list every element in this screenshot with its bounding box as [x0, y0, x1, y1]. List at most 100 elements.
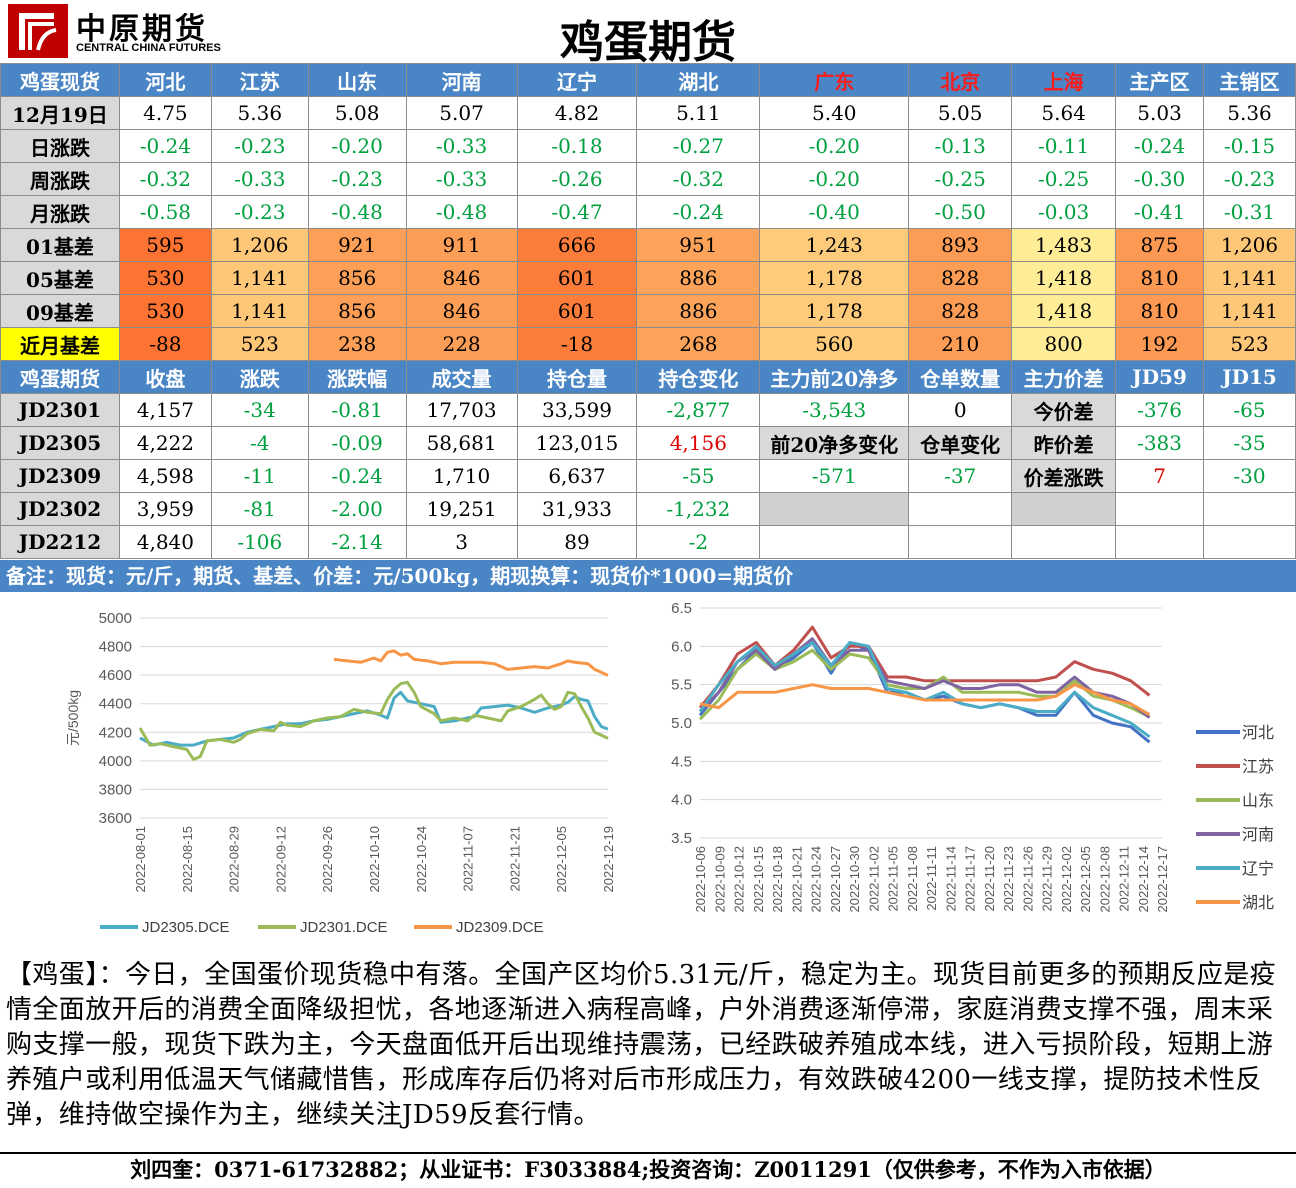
y-tick-label: 3800 — [99, 781, 132, 798]
series-line — [698, 637, 1151, 719]
contract-label: JD2309 — [0, 459, 120, 493]
jd59-value: -383 — [1115, 426, 1205, 460]
x-tick-label: 2022-12-17 — [1155, 846, 1170, 913]
warrant-change-label: 仓单变化 — [908, 426, 1013, 460]
table-cell: 5.03 — [1115, 96, 1205, 130]
table-cell: 1,206 — [1203, 228, 1296, 262]
table-cell: 4.82 — [516, 96, 638, 130]
commentary-text: 【鸡蛋】：今日，全国蛋价现货稳中有落。全国产区均价5.31元/斤，稳定为主。现货… — [6, 960, 1277, 1130]
table-cell: 1,418 — [1011, 261, 1117, 295]
y-tick-label: 4600 — [99, 667, 132, 684]
table-cell: -0.27 — [636, 129, 761, 163]
table-cell: -88 — [118, 327, 212, 361]
table-cell: -0.20 — [307, 129, 407, 163]
table-cell: -0.24 — [307, 459, 407, 493]
y-tick-label: 3600 — [99, 810, 132, 827]
table-row: 日涨跌 -0.24 -0.23 -0.20 -0.33 -0.18 -0.27 -0.20 -0… — [0, 129, 1296, 163]
table-row: 12月19日 4.75 5.36 5.08 5.07 4.82 5.11 5.40 5.05 5.… — [0, 96, 1296, 130]
net-long-change-value: -571 — [759, 459, 910, 493]
column-header: 山东 — [307, 63, 407, 97]
net-long-change-label: 前20净多变化 — [759, 426, 910, 460]
table-cell: 1,141 — [1203, 294, 1296, 328]
x-tick-label: 2022-10-15 — [751, 846, 766, 913]
x-tick-label: 2022-12-05 — [1078, 846, 1093, 913]
table-cell: 523 — [1203, 327, 1296, 361]
column-header: 鸡蛋期货 — [0, 360, 120, 394]
series-line — [333, 649, 609, 677]
table-cell: 1,141 — [210, 261, 309, 295]
table-cell: -0.18 — [516, 129, 638, 163]
table-cell: -0.13 — [908, 129, 1013, 163]
empty-cell — [759, 492, 910, 526]
column-header: 成交量 — [405, 360, 518, 394]
data-table: 鸡蛋现货 河北 江苏 山东 河南 辽宁 湖北 广东 北京 上海 主产区 主销区 12月19日 4.75 5.… — [0, 63, 1296, 559]
table-cell: -0.23 — [1203, 162, 1296, 196]
legend-label: 江苏 — [1242, 757, 1274, 776]
x-tick-label: 2022-08-29 — [227, 826, 242, 893]
table-cell: 3 — [405, 525, 518, 559]
table-cell: -106 — [210, 525, 309, 559]
column-header: 仓单数量 — [908, 360, 1013, 394]
table-cell: 5.64 — [1011, 96, 1117, 130]
table-cell: 1,178 — [759, 261, 910, 295]
table-cell: -0.20 — [759, 162, 910, 196]
contract-label: JD2302 — [0, 492, 120, 526]
table-cell: 800 — [1011, 327, 1117, 361]
table-cell: 810 — [1115, 294, 1205, 328]
y-tick-label: 6.5 — [671, 600, 692, 617]
y-tick-label: 5.5 — [671, 677, 692, 694]
x-tick-label: 2022-10-18 — [770, 846, 785, 913]
table-cell: -2.14 — [307, 525, 407, 559]
company-name-cn: 中原期货 — [76, 12, 208, 47]
table-cell: -0.25 — [908, 162, 1013, 196]
table-row: 月涨跌 -0.58 -0.23 -0.48 -0.48 -0.47 -0.24 -0.40 -0… — [0, 195, 1296, 229]
table-cell: 893 — [908, 228, 1013, 262]
empty-cell — [1011, 525, 1117, 559]
x-tick-label: 2022-11-05 — [886, 846, 901, 912]
table-cell: 123,015 — [516, 426, 638, 460]
table-row: JD2212 4,840 -106 -2.14 3 89 -2 — [0, 525, 1296, 559]
table-cell: 828 — [908, 294, 1013, 328]
table-cell: 4,156 — [636, 426, 761, 460]
table-cell: 1,710 — [405, 459, 518, 493]
table-cell: -0.81 — [307, 393, 407, 427]
table-cell: 810 — [1115, 261, 1205, 295]
legend-label: 山东 — [1242, 791, 1274, 810]
x-tick-label: 2022-10-27 — [828, 846, 843, 913]
contract-label: JD2301 — [0, 393, 120, 427]
x-tick-label: 2022-10-09 — [712, 846, 727, 913]
x-tick-label: 2022-10-24 — [809, 846, 824, 913]
x-tick-label: 2022-11-11 — [924, 846, 939, 911]
x-tick-label: 2022-12-02 — [1059, 846, 1074, 913]
table-row: JD2309 4,598 -11 -0.24 1,710 6,637 -55 -571 -37 价… — [0, 459, 1296, 493]
empty-cell — [1203, 492, 1296, 526]
table-cell: -0.31 — [1203, 195, 1296, 229]
table-cell: -2,877 — [636, 393, 761, 427]
x-tick-label: 2022-08-01 — [133, 826, 148, 893]
table-cell: -0.33 — [405, 129, 518, 163]
table-cell: -1,232 — [636, 492, 761, 526]
table-cell: -0.11 — [1011, 129, 1117, 163]
table-cell: -0.33 — [210, 162, 309, 196]
column-header: 主销区 — [1203, 63, 1296, 97]
table-cell: -0.32 — [118, 162, 212, 196]
spread-label: 价差涨跌 — [1011, 459, 1117, 493]
column-header: JD59 — [1115, 360, 1205, 394]
x-tick-label: 2022-10-30 — [847, 846, 862, 913]
jd59-value: -376 — [1115, 393, 1205, 427]
table-cell: -0.41 — [1115, 195, 1205, 229]
table-cell: -0.32 — [636, 162, 761, 196]
row-label: 12月19日 — [0, 96, 120, 130]
x-tick-label: 2022-10-21 — [789, 846, 804, 913]
x-tick-label: 2022-12-11 — [1117, 846, 1132, 912]
table-cell: -0.40 — [759, 195, 910, 229]
table-cell: 89 — [516, 525, 638, 559]
table-cell: -2 — [636, 525, 761, 559]
empty-cell — [759, 525, 910, 559]
series-line — [139, 690, 609, 747]
legend-label: JD2305.DCE — [142, 919, 230, 936]
x-tick-label: 2022-12-05 — [554, 826, 569, 893]
table-cell: 856 — [307, 294, 407, 328]
footer-contact: 刘四奎：0371-61732882；从业证书：F3033884;投资咨询：Z00… — [0, 1152, 1296, 1188]
table-cell: 1,418 — [1011, 294, 1117, 328]
